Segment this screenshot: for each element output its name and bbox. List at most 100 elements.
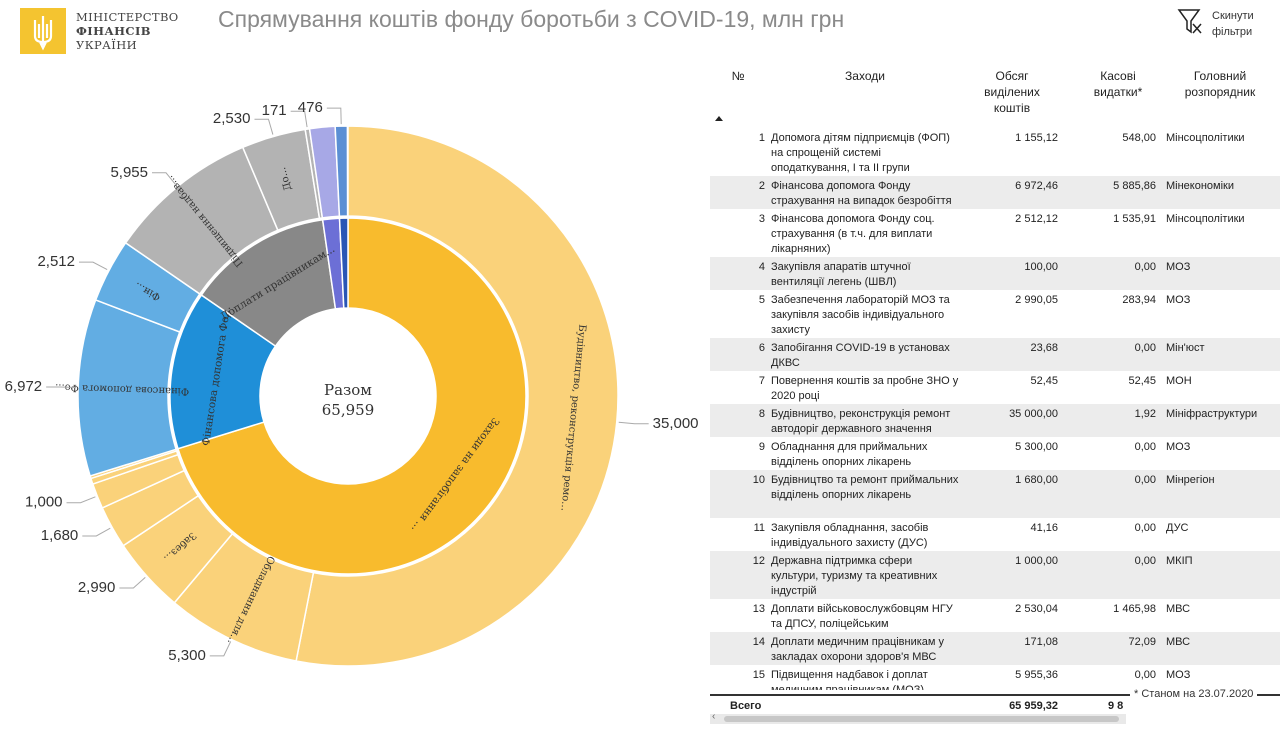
- cell-measure: Закупівля обладнання, засобів індивідуал…: [771, 522, 929, 549]
- trident-icon: [20, 8, 66, 54]
- cell-cash: 0,00: [1134, 261, 1156, 273]
- sunburst-chart: Заходи на запобігання …Фінансова допомог…: [5, 99, 699, 667]
- outer-value-label: 1,000: [25, 494, 63, 511]
- total-cash: 9 8: [1108, 700, 1124, 712]
- outer-segment[interactable]: [334, 125, 349, 217]
- cell-no: 14: [752, 636, 765, 648]
- table-row[interactable]: 13 Доплати військовослужбовцям НГУ та ДПС…: [710, 599, 1280, 632]
- cell-measure: Фінансова допомога Фонду страхування на …: [771, 180, 952, 207]
- outer-value-label: 5,300: [168, 647, 206, 664]
- leader-line: [326, 107, 342, 125]
- leader-line: [119, 577, 146, 589]
- inner-ring: [169, 217, 527, 575]
- table-row[interactable]: 5 Забезпечення лабораторій МОЗ та закупів…: [710, 290, 1280, 338]
- cell-manager: Мінекономіки: [1166, 180, 1235, 192]
- col-header-allocated[interactable]: Обсяг виділених коштів: [984, 69, 1040, 115]
- cell-cash: 0,00: [1134, 555, 1156, 567]
- leader-line: [618, 421, 649, 425]
- cell-allocated: 23,68: [1030, 342, 1058, 354]
- sort-ascending-icon[interactable]: [714, 114, 724, 122]
- reset-filters-label: Скинути фільтри: [1212, 10, 1254, 38]
- cell-cash: 52,45: [1128, 375, 1156, 387]
- table-row[interactable]: 6 Запобігання COVID-19 в установах ДКВС 23…: [710, 338, 1280, 371]
- cell-manager: Мінсоцполітики: [1166, 213, 1245, 225]
- outer-value-label: 35,000: [653, 415, 699, 432]
- col-header-no[interactable]: №: [731, 69, 745, 83]
- col-header-measure[interactable]: Заходи: [845, 69, 885, 83]
- table-row[interactable]: 11 Закупівля обладнання, засобів індивіду…: [710, 518, 1280, 551]
- page-title: Спрямування коштів фонду боротьби з COVI…: [218, 6, 845, 32]
- cell-cash: 0,00: [1134, 441, 1156, 453]
- cell-measure: Доплати медичним працівникам у закладах …: [771, 636, 945, 663]
- logo-line-3: УКРАЇНИ: [76, 38, 138, 52]
- outer-value-label: 6,972: [5, 378, 43, 395]
- measures-table: № Заходи Обсяг виділених коштів Касові в…: [710, 62, 1280, 730]
- cell-no: 15: [752, 669, 765, 681]
- cell-measure: Доплати військовослужбовцям НГУ та ДПСУ,…: [771, 603, 953, 630]
- col-header-cash[interactable]: Касові видатки*: [1093, 69, 1143, 99]
- outer-value-labels: 35,000 5,300 2,990 1,680 1,000 6,972 2,512 5,95…: [5, 99, 699, 664]
- scroll-left-icon[interactable]: ‹: [712, 711, 716, 722]
- cell-measure: Обладнання для приймальних відділень опо…: [771, 441, 928, 468]
- outer-segment-label: Фінансова допомога Фо...: [55, 381, 189, 396]
- cell-allocated: 52,45: [1030, 375, 1058, 387]
- cell-measure: Забезпечення лабораторій МОЗ та закупівл…: [771, 294, 950, 336]
- cell-measure: Підвищення надбавок і доплат медичним пр…: [771, 669, 928, 690]
- cell-allocated: 1 680,00: [1015, 474, 1058, 486]
- outer-value-label: 1,680: [41, 527, 79, 544]
- leader-line: [152, 172, 177, 186]
- table-row[interactable]: 2 Фінансова допомога Фонду страхування на…: [710, 176, 1280, 209]
- table-row[interactable]: 14 Доплати медичним працівникам у заклада…: [710, 632, 1280, 665]
- cell-allocated: 2 530,04: [1015, 603, 1058, 615]
- cell-no: 5: [758, 294, 765, 306]
- cell-cash: 0,00: [1134, 669, 1156, 681]
- cell-allocated: 5 955,36: [1015, 669, 1058, 681]
- leader-line: [209, 641, 232, 657]
- inner-segment[interactable]: [338, 217, 349, 309]
- cell-allocated: 171,08: [1024, 636, 1058, 648]
- cell-cash: 1,92: [1134, 408, 1156, 420]
- scrollbar-thumb[interactable]: [724, 716, 1119, 722]
- cell-allocated: 1 000,00: [1015, 555, 1058, 567]
- outer-value-label: 2,990: [78, 579, 116, 596]
- reset-filters-button[interactable]: Скинути фільтри: [1176, 6, 1276, 42]
- cell-manager: МКІП: [1166, 555, 1193, 567]
- table-row[interactable]: 3 Фінансова допомога Фонду соц. страхуван…: [710, 209, 1280, 257]
- cell-allocated: 2 512,12: [1015, 213, 1058, 225]
- cell-no: 6: [758, 342, 765, 354]
- cell-no: 7: [758, 375, 765, 387]
- table-row[interactable]: 4 Закупівля апаратів штучної вентиляції л…: [710, 257, 1280, 290]
- footnote: * Станом на 23.07.2020: [1130, 688, 1258, 700]
- cell-no: 13: [752, 603, 765, 615]
- leader-line: [46, 386, 77, 388]
- cell-no: 10: [752, 474, 765, 486]
- cell-allocated: 35 000,00: [1009, 408, 1058, 420]
- table-row[interactable]: 7 Повернення коштів за пробне ЗНО у 2020 …: [710, 371, 1280, 404]
- table-row[interactable]: 1 Допомога дітям підприємців (ФОП) на спр…: [710, 128, 1280, 176]
- cell-cash: 1 465,98: [1113, 603, 1156, 615]
- table-row[interactable]: 9 Обладнання для приймальних відділень оп…: [710, 437, 1280, 470]
- table-body: 1 Допомога дітям підприємців (ФОП) на спр…: [710, 128, 1280, 690]
- table-row[interactable]: 10 Будівництво та ремонт приймальних відд…: [710, 470, 1280, 518]
- leader-line: [254, 118, 274, 135]
- ministry-logo: МІНІСТЕРСТВО ФІНАНСІВ УКРАЇНИ: [20, 8, 195, 58]
- cell-measure: Державна підтримка сфери культури, туриз…: [771, 555, 938, 597]
- cell-cash: 5 885,86: [1113, 180, 1156, 192]
- cell-allocated: 41,16: [1030, 522, 1058, 534]
- outer-value-label: 5,955: [110, 164, 148, 181]
- leader-line: [290, 110, 308, 128]
- cell-cash: 283,94: [1122, 294, 1156, 306]
- logo-line-2: ФІНАНСІВ: [76, 24, 151, 38]
- outer-segment[interactable]: [295, 125, 619, 667]
- horizontal-scrollbar[interactable]: ‹: [710, 711, 1126, 724]
- cell-measure: Будівництво, реконструкція ремонт автодо…: [771, 408, 951, 435]
- cell-cash: 72,09: [1128, 636, 1156, 648]
- outer-ring: [77, 125, 619, 667]
- table-row[interactable]: 12 Державна підтримка сфери культури, тур…: [710, 551, 1280, 599]
- cell-manager: Мін'юст: [1166, 342, 1205, 354]
- inner-segment[interactable]: [177, 217, 527, 575]
- table-row[interactable]: 8 Будівництво, реконструкція ремонт автод…: [710, 404, 1280, 437]
- col-header-manager[interactable]: Головний розпорядник: [1184, 69, 1256, 99]
- table-row[interactable]: 15 Підвищення надбавок і доплат медичним …: [710, 665, 1280, 690]
- cell-allocated: 6 972,46: [1015, 180, 1058, 192]
